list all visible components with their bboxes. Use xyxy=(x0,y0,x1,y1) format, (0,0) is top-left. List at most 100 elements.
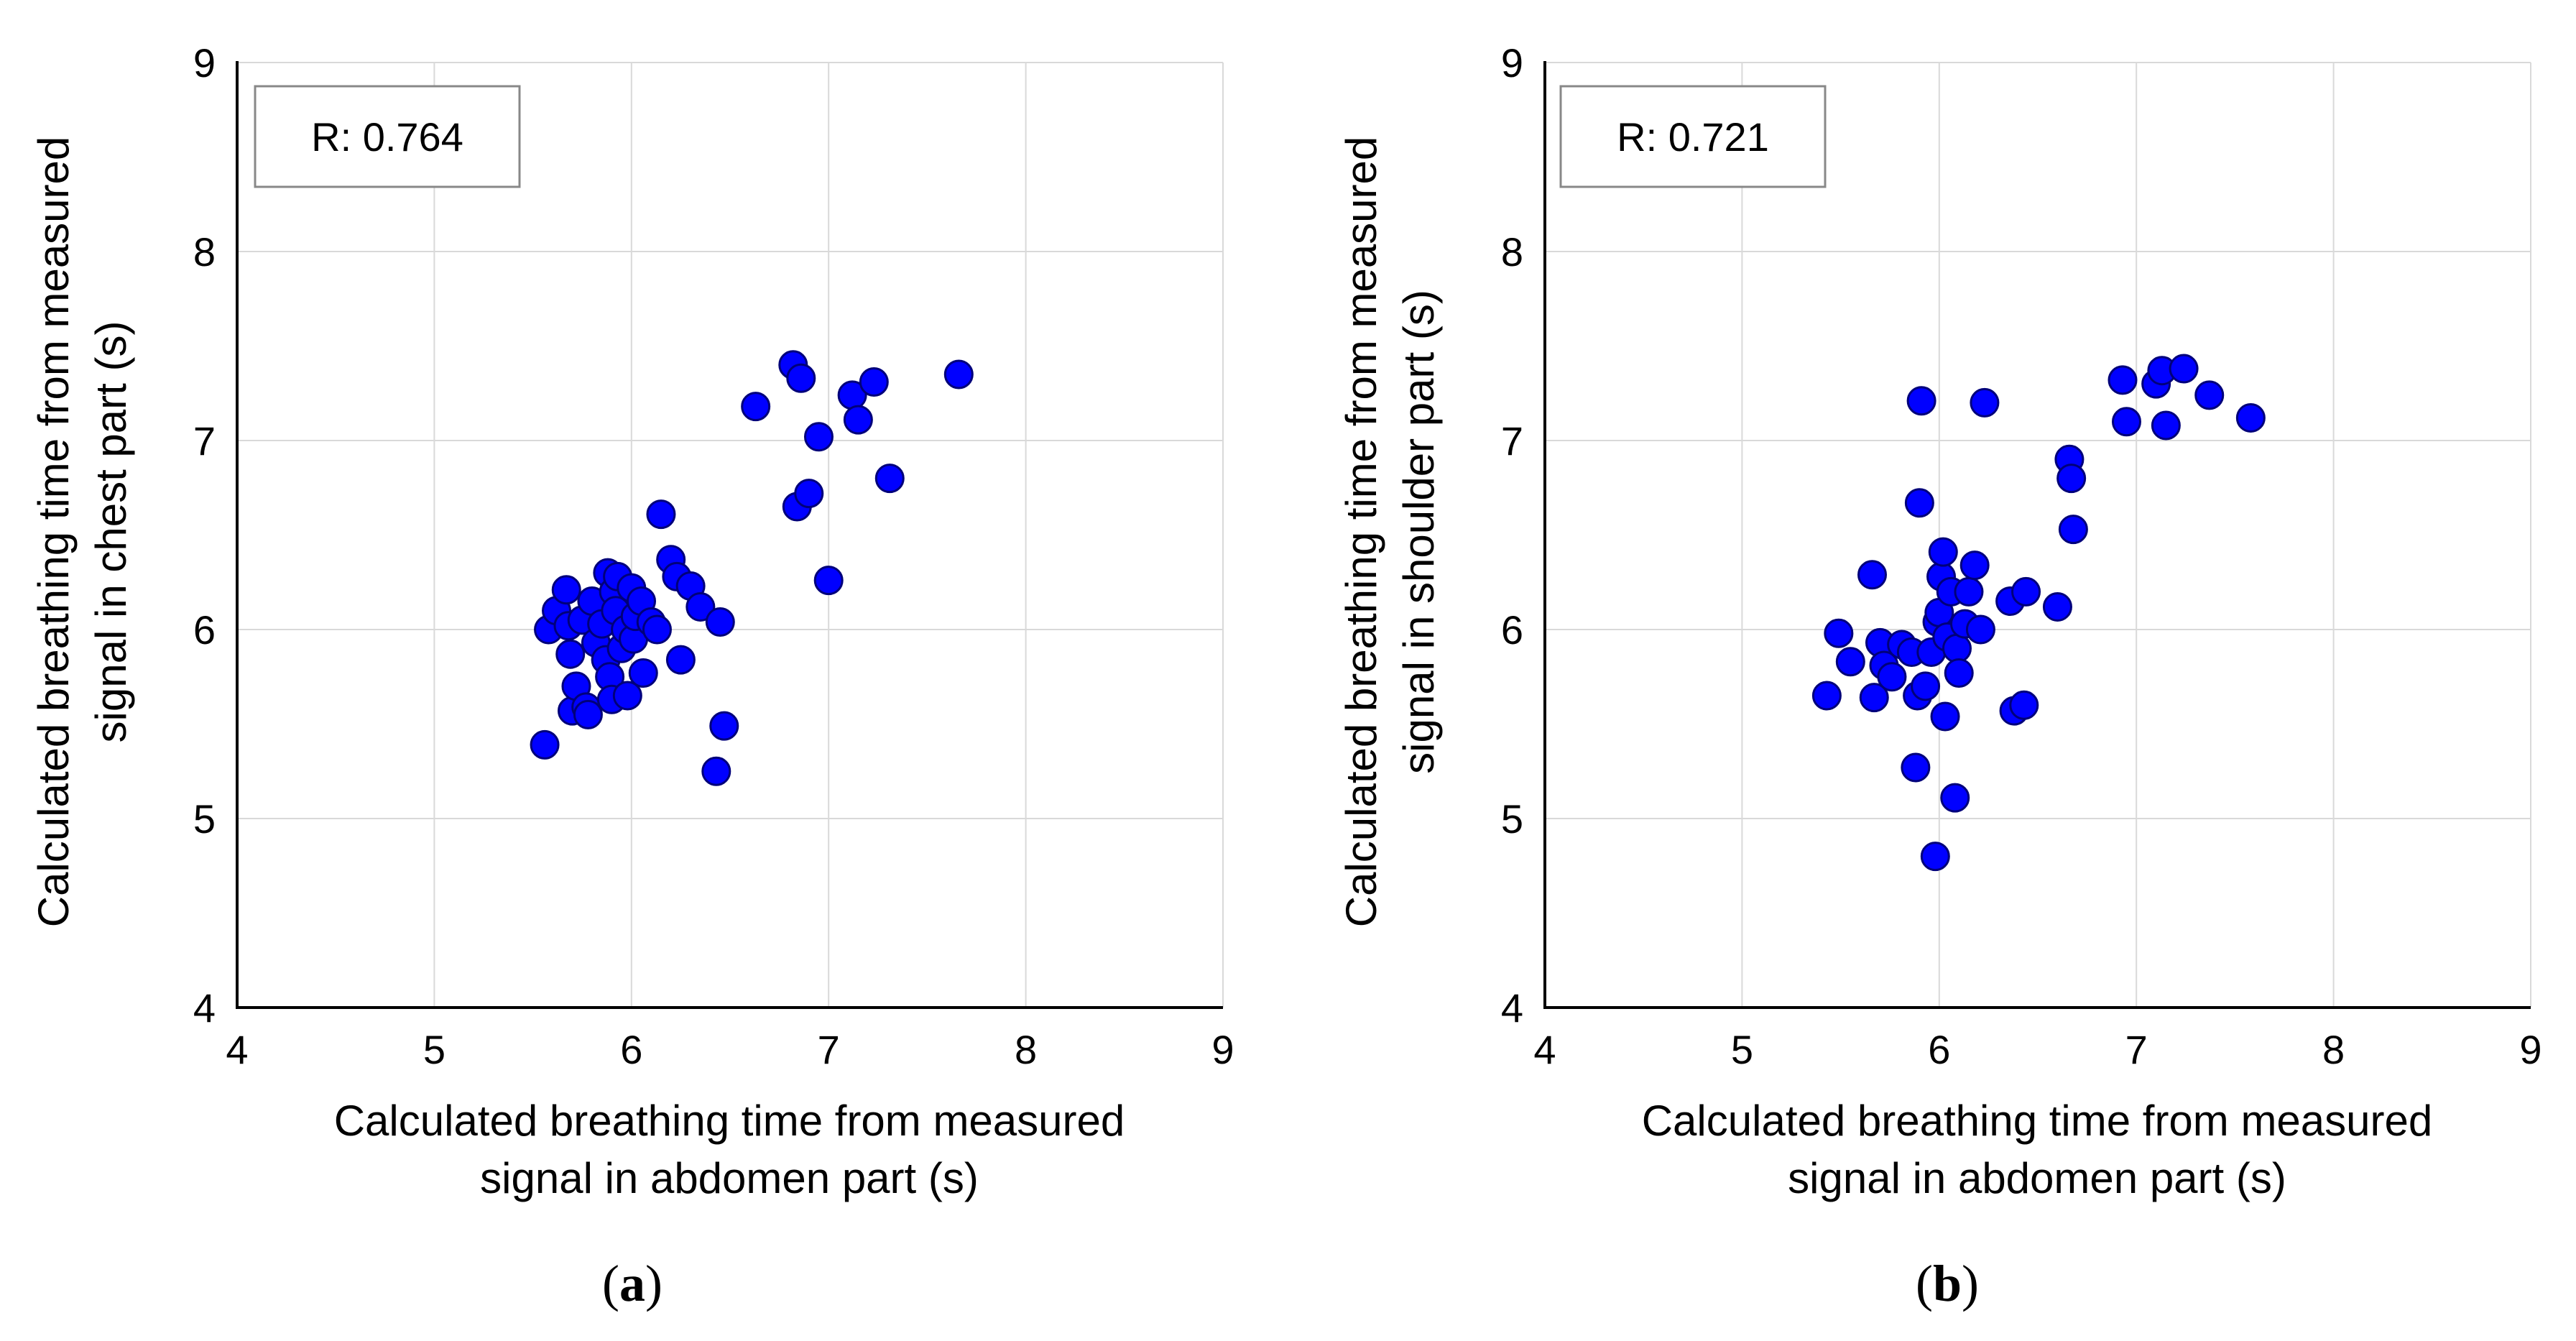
y-tick-label: 8 xyxy=(1501,229,1523,275)
chart-panel-a: 4 5 6 7 8 9 4 5 6 7 8 9 R: 0.764 Calculated breath… xyxy=(29,40,1234,1312)
data-point xyxy=(2169,354,2199,384)
data-point xyxy=(741,392,771,422)
annotation-box xyxy=(1559,85,1827,188)
y-tick-label: 9 xyxy=(193,40,216,86)
data-point xyxy=(2009,690,2039,720)
data-point xyxy=(786,363,816,393)
data-point xyxy=(665,645,696,675)
annotation-text: R: 0.764 xyxy=(311,114,463,160)
data-point xyxy=(874,464,905,494)
data-point xyxy=(2011,576,2041,607)
data-point xyxy=(1811,681,1842,711)
x-tick-label: 6 xyxy=(1928,1027,1950,1072)
data-point xyxy=(803,422,834,452)
x-tick-label: 4 xyxy=(1533,1027,1556,1072)
x-axis-label-line2: signal in abdomen part (s) xyxy=(1788,1154,2286,1202)
y-tick-label: 5 xyxy=(1501,796,1523,842)
x-tick-label: 6 xyxy=(620,1027,642,1072)
data-point xyxy=(1911,671,1941,701)
y-tick-labels: 4 5 6 7 8 9 xyxy=(193,40,216,1031)
x-tick-labels: 4 5 6 7 8 9 xyxy=(1533,1027,2542,1072)
data-point xyxy=(1940,783,1970,813)
y-tick-label: 4 xyxy=(193,985,216,1031)
data-point xyxy=(1877,662,1907,692)
x-tick-label: 4 xyxy=(226,1027,248,1072)
data-point xyxy=(2056,464,2087,494)
data-point xyxy=(2235,402,2266,433)
data-point xyxy=(705,607,735,637)
x-axis-label-line2: signal in abdomen part (s) xyxy=(480,1154,979,1202)
data-point xyxy=(1859,683,1889,713)
data-point xyxy=(1965,614,1995,645)
data-point xyxy=(646,499,676,530)
y-axis-label-line1: Calculated breathing time from measured xyxy=(29,137,78,928)
grid-lines xyxy=(236,62,1224,1008)
panel-label-b: (b) xyxy=(1916,1255,1979,1312)
data-point xyxy=(628,658,658,688)
data-point xyxy=(530,729,560,760)
data-point xyxy=(1835,647,1865,677)
data-point xyxy=(1906,386,1936,416)
data-point xyxy=(685,591,716,622)
data-point xyxy=(1901,752,1931,783)
y-tick-label: 7 xyxy=(1501,418,1523,464)
data-point xyxy=(1970,387,2000,418)
x-tick-labels: 4 5 6 7 8 9 xyxy=(226,1027,1234,1072)
x-tick-label: 8 xyxy=(2322,1027,2345,1072)
data-point xyxy=(555,639,586,669)
data-point xyxy=(1942,633,1972,663)
data-point xyxy=(813,566,844,596)
data-point xyxy=(1857,560,1888,590)
y-tick-label: 7 xyxy=(193,418,216,464)
data-point xyxy=(2194,380,2225,410)
data-point xyxy=(794,479,824,509)
x-axis-label-line1: Calculated breathing time from measured xyxy=(1642,1097,2433,1145)
y-tick-label: 8 xyxy=(193,229,216,275)
data-point xyxy=(701,756,731,786)
y-axis-label-line2: signal in shoulder part (s) xyxy=(1395,290,1443,774)
data-point xyxy=(1959,550,1990,581)
data-point xyxy=(1920,842,1950,872)
y-tick-label: 6 xyxy=(193,607,216,653)
data-points xyxy=(530,350,974,786)
x-tick-label: 7 xyxy=(2125,1027,2148,1072)
data-point xyxy=(1824,618,1854,648)
data-point xyxy=(859,367,889,397)
data-point xyxy=(843,405,873,435)
annotation-text: R: 0.721 xyxy=(1617,114,1769,160)
data-point xyxy=(943,359,974,390)
chart-panel-b: 4 5 6 7 8 9 4 5 6 7 8 9 R: 0.721 Calculated breath… xyxy=(1337,40,2542,1312)
data-point xyxy=(2058,515,2088,545)
y-tick-label: 4 xyxy=(1501,985,1523,1031)
x-tick-label: 5 xyxy=(423,1027,446,1072)
x-tick-label: 9 xyxy=(2519,1027,2542,1072)
data-points xyxy=(1811,354,2266,872)
annotation-box xyxy=(254,85,521,188)
data-point xyxy=(573,699,603,729)
data-point xyxy=(1930,701,1960,732)
data-point xyxy=(709,711,739,741)
y-tick-labels: 4 5 6 7 8 9 xyxy=(1501,40,1523,1031)
data-point xyxy=(2108,365,2138,395)
y-tick-label: 9 xyxy=(1501,40,1523,86)
panel-label-a: (a) xyxy=(602,1255,663,1312)
y-axis-label-line1: Calculated breathing time from measured xyxy=(1337,137,1385,928)
x-axis-label-line1: Calculated breathing time from measured xyxy=(334,1097,1125,1145)
y-axis-label-line2: signal in chest part (s) xyxy=(87,321,135,743)
x-tick-label: 7 xyxy=(818,1027,840,1072)
data-point xyxy=(2111,407,2141,437)
x-tick-label: 5 xyxy=(1731,1027,1753,1072)
data-point xyxy=(2151,410,2181,441)
data-point xyxy=(612,681,642,711)
data-point xyxy=(642,614,672,645)
data-point xyxy=(1944,658,1974,688)
x-tick-label: 8 xyxy=(1015,1027,1037,1072)
data-point xyxy=(1928,537,1958,567)
data-point xyxy=(1904,488,1934,518)
y-tick-label: 6 xyxy=(1501,607,1523,653)
x-tick-label: 9 xyxy=(1211,1027,1234,1072)
data-point xyxy=(551,575,581,605)
y-tick-label: 5 xyxy=(193,796,216,842)
data-point xyxy=(1954,576,1984,607)
